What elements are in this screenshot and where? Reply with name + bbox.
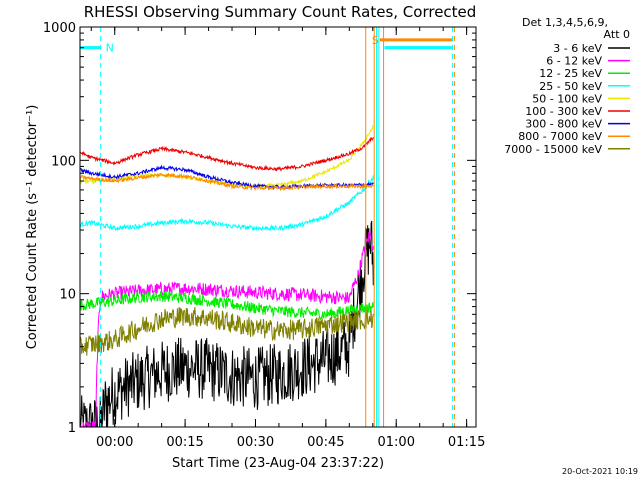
x-axis-label: Start Time (23-Aug-04 23:37:22) bbox=[172, 456, 384, 471]
legend-label: 12 - 25 keV bbox=[539, 67, 602, 80]
x-tick-label: 00:15 bbox=[166, 435, 203, 450]
legend-item-100-300-kev: 100 - 300 keV bbox=[525, 105, 630, 118]
y-tick-label: 10 bbox=[59, 288, 76, 303]
legend-label: 6 - 12 keV bbox=[546, 55, 602, 68]
legend-label: 7000 - 15000 keV bbox=[504, 143, 602, 156]
y-tick-label: 1 bbox=[68, 421, 76, 436]
series-line-7000-15000-kev bbox=[80, 306, 374, 356]
x-tick-label: 00:45 bbox=[307, 435, 344, 450]
series-line-800-7000-kev bbox=[80, 172, 374, 192]
flag-labels: NS bbox=[106, 34, 379, 55]
legend-header-line-1: Det 1,3,4,5,6,9, bbox=[522, 16, 608, 29]
y-tick-label: 1000 bbox=[43, 21, 76, 36]
flag-label-n: N bbox=[106, 42, 114, 55]
legend-item-7000-15000-kev: 7000 - 15000 keV bbox=[504, 143, 630, 156]
legend-item-800-7000-kev: 800 - 7000 keV bbox=[518, 130, 630, 143]
x-tick-label: 00:00 bbox=[96, 435, 133, 450]
legend-label: 50 - 100 keV bbox=[532, 92, 602, 105]
legend-label: 800 - 7000 keV bbox=[518, 130, 602, 143]
legend-item-50-100-kev: 50 - 100 keV bbox=[532, 92, 630, 105]
series-line-6-12-kev bbox=[80, 232, 374, 427]
legend-item-25-50-kev: 25 - 50 keV bbox=[539, 80, 630, 93]
series-layer bbox=[80, 124, 374, 427]
series-line-100-300-kev bbox=[80, 136, 374, 173]
footer-date: 20-Oct-2021 10:19 bbox=[562, 467, 638, 476]
annotation-layer bbox=[80, 27, 455, 427]
legend-item-12-25-kev: 12 - 25 keV bbox=[539, 67, 630, 80]
x-tick-label: 00:30 bbox=[237, 435, 274, 450]
y-tick-label: 100 bbox=[51, 154, 76, 169]
series-line-12-25-kev bbox=[80, 290, 374, 321]
legend-item-6-12-kev: 6 - 12 keV bbox=[546, 55, 630, 68]
flag-label-s: S bbox=[372, 34, 379, 47]
legend-label: 100 - 300 keV bbox=[525, 105, 602, 118]
x-tick-label: 01:00 bbox=[378, 435, 415, 450]
legend-item-3-6-kev: 3 - 6 keV bbox=[553, 42, 630, 55]
x-tick-label: 01:15 bbox=[448, 435, 485, 450]
axis-ticks: 00:00 00:15 00:30 00:45 01:00 01:15 1 10 100 1000 bbox=[43, 21, 485, 450]
legend-label: 25 - 50 keV bbox=[539, 80, 602, 93]
y-axis-label: Corrected Count Rate (s⁻¹ detector⁻¹) bbox=[25, 105, 40, 350]
series-line-3-6-kev bbox=[80, 220, 374, 427]
legend-label: 3 - 6 keV bbox=[553, 42, 602, 55]
legend-header-line-2: Att 0 bbox=[604, 28, 630, 41]
series-line-25-50-kev bbox=[80, 175, 374, 232]
plot-frame bbox=[79, 26, 477, 428]
legend-item-300-800-kev: 300 - 800 keV bbox=[525, 118, 630, 131]
legend-label: 300 - 800 keV bbox=[525, 118, 602, 131]
chart-title: RHESSI Observing Summary Count Rates, Co… bbox=[84, 3, 477, 21]
